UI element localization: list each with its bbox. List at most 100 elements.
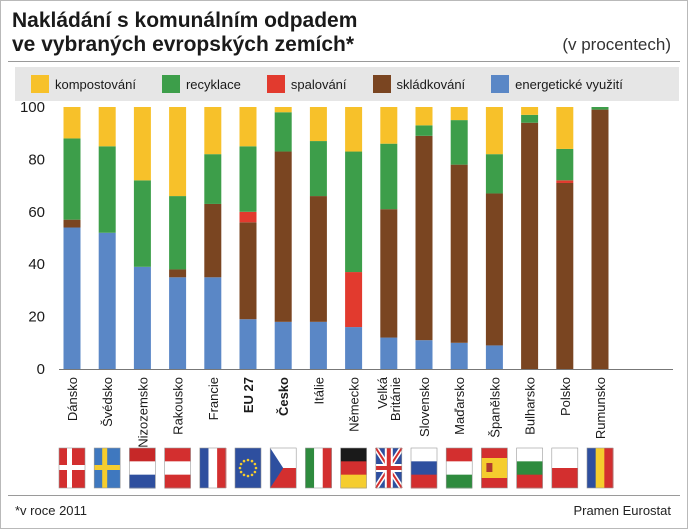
legend-item-spalovani: spalování [266,75,347,93]
x-tick-label-4: Francie [206,377,221,420]
x-tick-label-9: VelkáBritánie [375,376,403,421]
bar-segment-5-2 [239,211,257,223]
top-divider [8,61,680,62]
legend-item-energeticke-vyuziti: energetické využití [491,75,623,93]
bar-segment-13-3 [521,114,539,123]
bar-segment-8-4 [345,107,363,152]
bar-segment-2-3 [133,180,151,267]
at-flag [164,447,191,489]
legend-swatch-kompostovani [31,75,49,93]
source-note: Pramen Eurostat [573,503,671,518]
x-tick-label-3: Rakousko [171,377,186,435]
x-tick-label-0: Dánsko [65,377,80,421]
x-tick-label-14: Polsko [558,377,573,416]
bar-segment-6-1 [274,151,292,322]
y-tick-label-100: 100 [20,99,45,116]
x-tick-label-8: Německo [347,377,362,432]
bar-segment-2-0 [133,266,151,369]
legend-swatch-spalovani [266,75,285,93]
it-flag [305,447,332,489]
bar-segment-14-4 [556,107,574,149]
bar-segment-5-3 [239,146,257,212]
bar-segment-4-1 [204,203,222,278]
bar-segment-0-1 [63,219,81,228]
legend: kompostování recyklace spalování skládko… [15,67,679,101]
legend-label-energeticke-vyuziti: energetické využití [515,76,623,92]
bar-segment-0-0 [63,227,81,369]
dk-flag [58,447,86,489]
bar-segment-6-4 [274,107,292,113]
bar-segment-0-4 [63,107,81,139]
bar-segment-5-0 [239,319,257,369]
title-line-2: ve vybraných evropských zemích* [12,33,355,56]
bar-segment-5-1 [239,222,257,320]
bar-segment-7-4 [309,107,327,142]
bar-segment-3-4 [169,107,187,197]
bar-segment-7-0 [309,321,327,369]
bar-segment-14-1 [556,182,574,369]
bar-segment-11-1 [450,164,468,343]
bar-segment-2-4 [133,107,151,181]
bar-segment-7-1 [309,196,327,322]
bar-segment-10-1 [415,135,433,341]
legend-swatch-energeticke-vyuziti [491,75,510,93]
bar-segment-10-4 [415,107,433,126]
bar-segment-13-1 [521,122,539,369]
bar-segment-8-3 [345,151,363,273]
gb-flag [373,446,404,490]
bar-segment-10-0 [415,340,433,369]
bar-segment-1-4 [98,107,116,147]
se-flag [93,447,121,489]
unit-note: (v procentech) [562,35,671,54]
bottom-divider [8,495,680,496]
legend-label-recyklace: recyklace [185,76,241,92]
bar-segment-4-0 [204,277,222,369]
bar-segment-6-3 [274,112,292,152]
bar-segment-14-2 [556,180,574,183]
x-tick-label-1: Švédsko [100,377,115,427]
nl-flag [129,447,156,489]
bar-segment-9-3 [380,143,398,210]
bar-segment-0-3 [63,138,81,220]
x-tick-label-13: Bulharsko [523,377,538,435]
legend-item-kompostovani: kompostování [31,75,136,93]
bar-segment-12-4 [485,107,503,155]
bar-segment-9-1 [380,209,398,338]
bar-segment-3-1 [169,269,187,278]
fr-flag [199,447,227,489]
bar-segment-7-3 [309,141,327,197]
y-tick-label-40: 40 [28,256,45,273]
bar-segment-4-3 [204,154,222,204]
bar-segment-13-4 [521,107,539,115]
title-line-1: Nakládání s komunálním odpadem [12,9,358,32]
bar-segment-8-0 [345,327,363,369]
de-flag [340,447,367,489]
bar-segment-15-3 [591,107,609,110]
bar-segment-6-0 [274,321,292,369]
bar-segment-11-4 [450,107,468,121]
legend-item-skladkovani: skládkování [372,75,466,93]
bar-segment-10-3 [415,125,433,136]
bar-segment-8-2 [345,272,363,328]
y-tick-label-20: 20 [28,309,45,326]
hu-flag [445,447,473,489]
x-tick-label-15: Rumunsko [593,377,608,439]
cz-flag [269,447,297,489]
footnote: *v roce 2011 [15,503,88,518]
bg-flag [516,447,543,489]
eu-flag [234,447,262,489]
pl-flag [551,447,579,489]
legend-label-skladkovani: skládkování [396,76,466,92]
y-tick-label-80: 80 [28,151,45,168]
bar-segment-3-3 [169,196,187,270]
sk-flag [410,447,438,489]
bar-segment-11-3 [450,120,468,165]
x-tick-label-5: EU 27 [241,377,256,413]
legend-swatch-skladkovani [372,75,391,93]
bar-segment-12-0 [485,345,503,369]
bar-segment-9-0 [380,337,398,369]
bar-segment-3-0 [169,277,187,369]
bar-segment-12-1 [485,193,503,346]
bar-segment-1-3 [98,146,116,233]
